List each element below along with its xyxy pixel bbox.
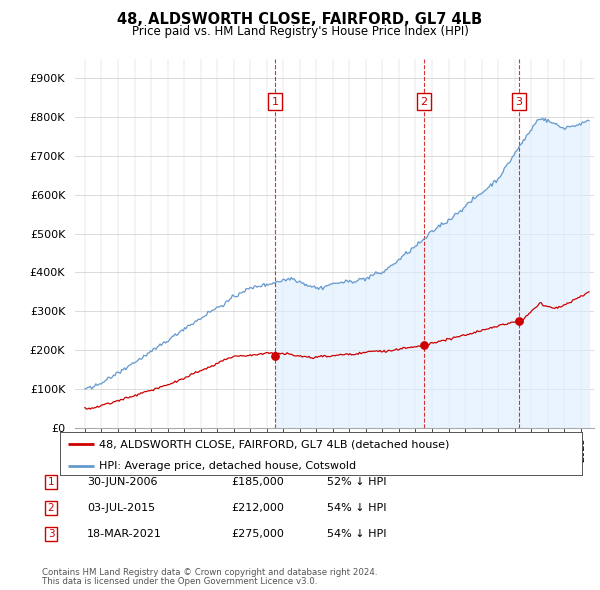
Text: 1: 1 xyxy=(47,477,55,487)
Text: 52% ↓ HPI: 52% ↓ HPI xyxy=(327,477,386,487)
Text: £185,000: £185,000 xyxy=(231,477,284,487)
Text: 3: 3 xyxy=(47,529,55,539)
Text: 54% ↓ HPI: 54% ↓ HPI xyxy=(327,529,386,539)
Text: 48, ALDSWORTH CLOSE, FAIRFORD, GL7 4LB: 48, ALDSWORTH CLOSE, FAIRFORD, GL7 4LB xyxy=(118,12,482,27)
Text: 03-JUL-2015: 03-JUL-2015 xyxy=(87,503,155,513)
Text: 3: 3 xyxy=(515,97,522,107)
Text: 1: 1 xyxy=(271,97,278,107)
Text: 30-JUN-2006: 30-JUN-2006 xyxy=(87,477,157,487)
Text: This data is licensed under the Open Government Licence v3.0.: This data is licensed under the Open Gov… xyxy=(42,577,317,586)
Text: Contains HM Land Registry data © Crown copyright and database right 2024.: Contains HM Land Registry data © Crown c… xyxy=(42,568,377,577)
Point xyxy=(419,341,428,350)
Text: 18-MAR-2021: 18-MAR-2021 xyxy=(87,529,162,539)
Point xyxy=(270,351,280,360)
Text: HPI: Average price, detached house, Cotswold: HPI: Average price, detached house, Cots… xyxy=(99,461,356,471)
Text: 48, ALDSWORTH CLOSE, FAIRFORD, GL7 4LB (detached house): 48, ALDSWORTH CLOSE, FAIRFORD, GL7 4LB (… xyxy=(99,440,449,450)
Point xyxy=(514,316,524,326)
Text: 2: 2 xyxy=(47,503,55,513)
Text: £275,000: £275,000 xyxy=(231,529,284,539)
Text: £212,000: £212,000 xyxy=(231,503,284,513)
Text: Price paid vs. HM Land Registry's House Price Index (HPI): Price paid vs. HM Land Registry's House … xyxy=(131,25,469,38)
Text: 2: 2 xyxy=(420,97,427,107)
Text: 54% ↓ HPI: 54% ↓ HPI xyxy=(327,503,386,513)
